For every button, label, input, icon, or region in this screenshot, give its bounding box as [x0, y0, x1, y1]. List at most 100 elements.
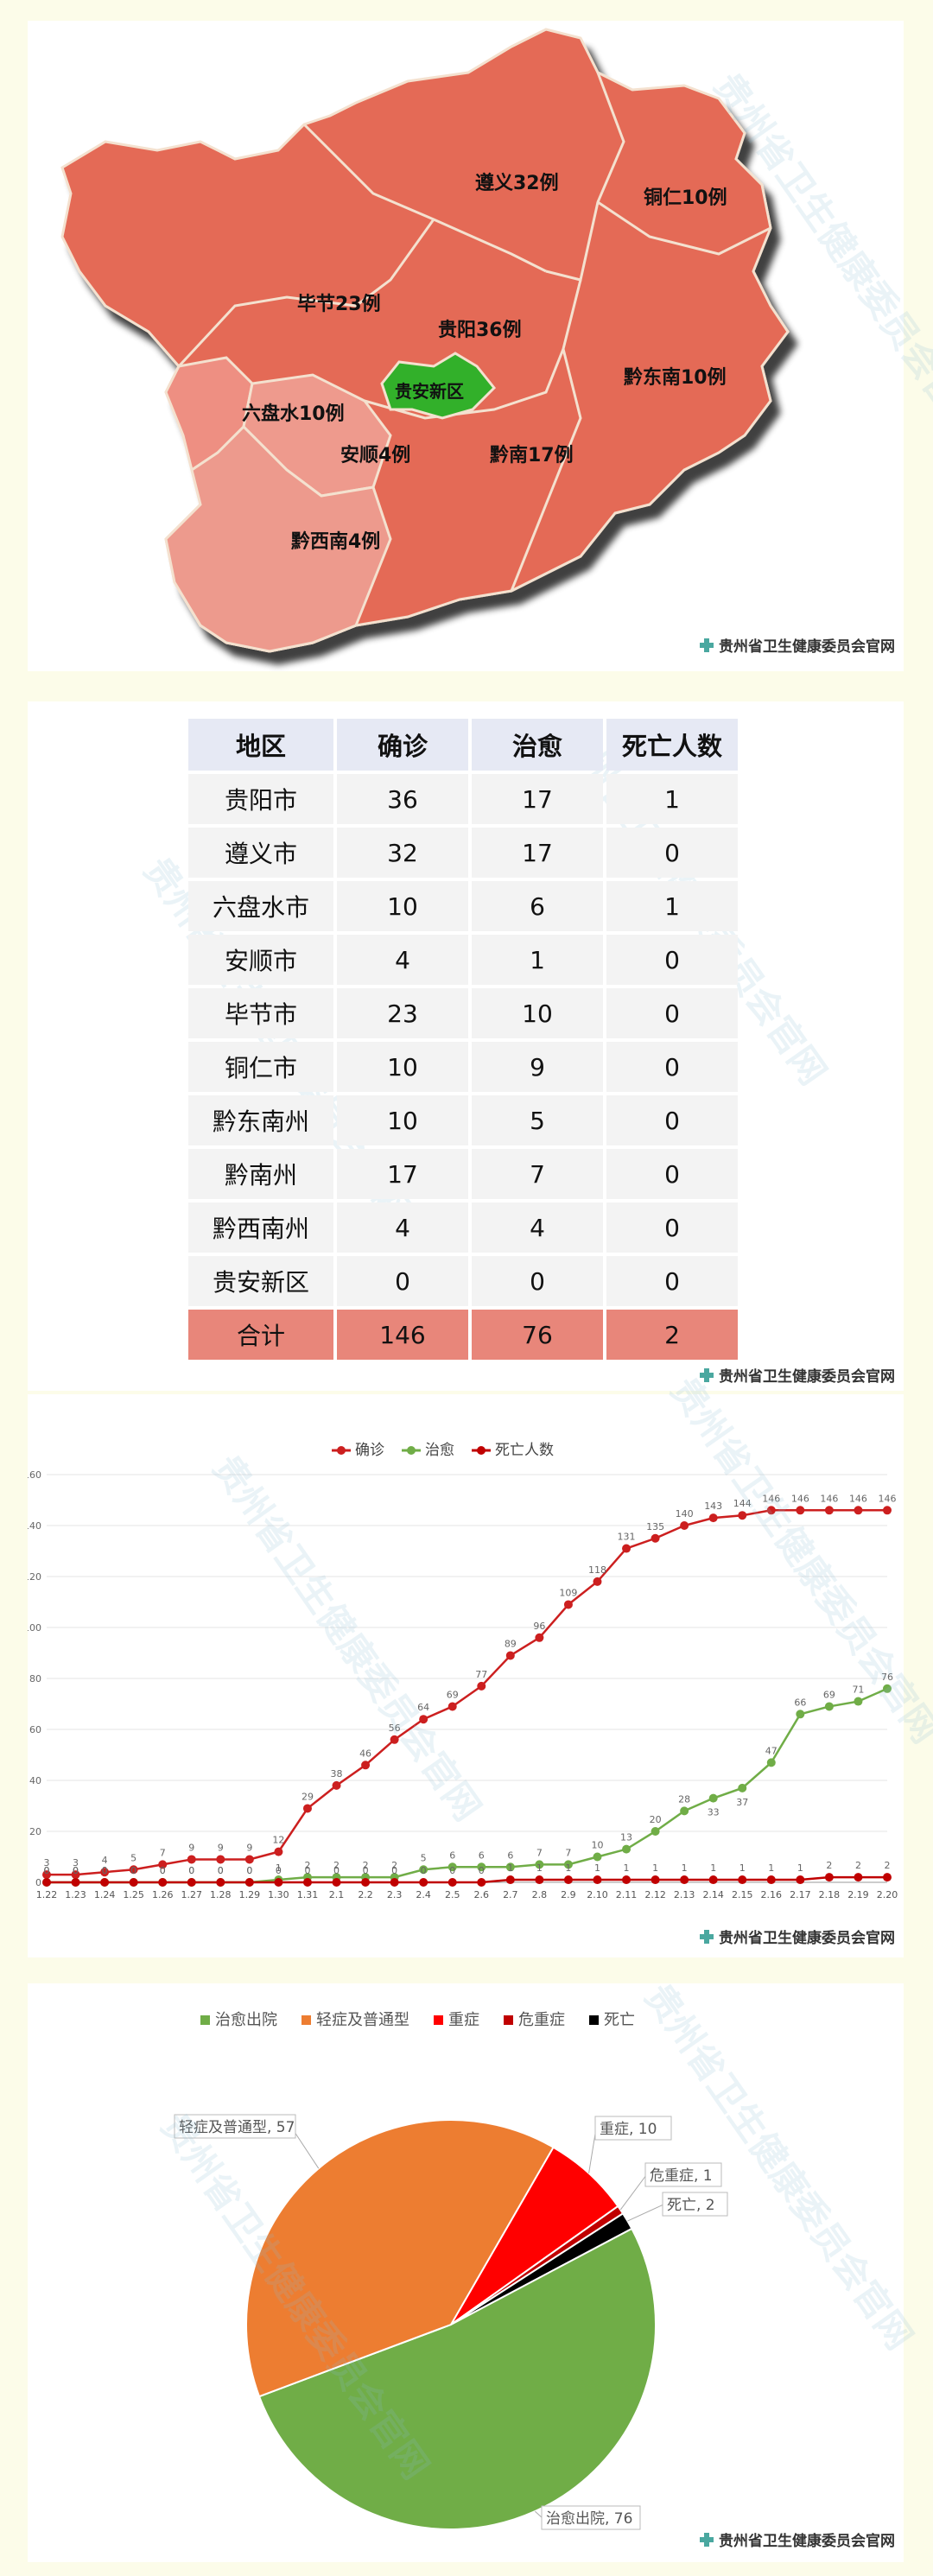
data-point [42, 1878, 51, 1887]
data-label: 0 [188, 1865, 194, 1876]
x-tick-label: 1.30 [268, 1889, 289, 1900]
x-tick-label: 2.17 [790, 1889, 811, 1900]
data-label: 0 [102, 1865, 108, 1876]
data-point [390, 1878, 399, 1887]
y-tick-label: 160 [28, 1469, 41, 1481]
data-label: 0 [449, 1865, 455, 1876]
x-tick-label: 1.22 [36, 1889, 58, 1900]
data-point [766, 1506, 776, 1515]
header-region: 地区 [188, 719, 333, 771]
credit-map: 贵州省卫生健康委员会官网 [700, 634, 895, 656]
cell-region: 黔西南州 [188, 1202, 333, 1253]
data-label: 0 [160, 1865, 166, 1876]
x-tick-label: 2.9 [561, 1889, 576, 1900]
data-point [302, 1878, 312, 1887]
x-tick-label: 2.3 [387, 1889, 403, 1900]
cell-region: 黔东南州 [188, 1095, 333, 1145]
data-label: 56 [389, 1723, 401, 1734]
cell-cured: 17 [472, 828, 603, 878]
data-label: 9 [246, 1842, 252, 1853]
x-tick-label: 2.14 [702, 1889, 724, 1900]
data-label: 64 [417, 1702, 429, 1713]
total-confirmed: 146 [337, 1310, 468, 1360]
data-point [71, 1870, 80, 1880]
legend-marker [337, 1446, 346, 1455]
cross-logo-icon [700, 2532, 714, 2547]
cell-deaths: 0 [606, 988, 738, 1038]
data-point [593, 1852, 602, 1862]
legend-label: 轻症及普通型 [316, 2011, 409, 2029]
x-tick-label: 2.11 [616, 1889, 638, 1900]
data-point [274, 1878, 283, 1887]
data-label: 77 [475, 1669, 487, 1680]
data-label: 7 [536, 1847, 543, 1858]
cell-deaths: 1 [606, 774, 738, 824]
data-point [477, 1878, 486, 1887]
data-label: 1 [710, 1862, 716, 1874]
data-label: 7 [565, 1847, 571, 1858]
data-label: 28 [678, 1793, 690, 1805]
data-point [71, 1878, 80, 1887]
table-row: 六盘水市 10 6 1 [188, 881, 738, 931]
legend-label: 确诊 [355, 1442, 384, 1459]
data-point [824, 1506, 834, 1515]
table-row: 贵安新区 0 0 0 [188, 1256, 738, 1306]
series-line [47, 1687, 888, 1884]
cell-deaths: 0 [606, 1042, 738, 1092]
data-point [766, 1875, 776, 1885]
data-label: 2 [304, 1860, 310, 1871]
data-label: 146 [791, 1493, 809, 1504]
slice-label: 治愈出院, 76 [546, 2510, 632, 2528]
x-tick-label: 1.23 [65, 1889, 86, 1900]
total-deaths: 2 [606, 1310, 738, 1360]
data-point [680, 1806, 689, 1816]
cell-deaths: 0 [606, 935, 738, 985]
data-label: 1 [276, 1862, 282, 1874]
y-tick-label: 60 [29, 1724, 41, 1735]
cell-cured: 6 [472, 881, 603, 931]
data-label: 5 [421, 1852, 427, 1863]
callout-box [644, 2162, 722, 2187]
data-label: 0 [130, 1865, 136, 1876]
data-label: 0 [44, 1865, 50, 1876]
slice-label: 危重症, 1 [650, 2167, 713, 2185]
data-point [883, 1684, 892, 1693]
data-point [708, 1513, 718, 1523]
x-tick-label: 1.27 [181, 1889, 203, 1900]
data-label: 1 [594, 1862, 600, 1874]
data-label: 13 [620, 1832, 632, 1843]
pie-slice [257, 2227, 657, 2530]
data-point [622, 1875, 632, 1885]
x-tick-label: 2.10 [587, 1889, 608, 1900]
total-cured: 76 [472, 1310, 603, 1360]
credit-line: 贵州省卫生健康委员会官网 [700, 1926, 895, 1947]
header-deaths: 死亡人数 [606, 719, 738, 771]
data-label: 0 [44, 1865, 50, 1876]
data-label: 146 [762, 1493, 780, 1504]
x-tick-label: 2.16 [761, 1889, 783, 1900]
data-point [563, 1860, 573, 1869]
data-label: 1 [652, 1862, 658, 1874]
data-point [477, 1681, 486, 1691]
data-point [651, 1533, 660, 1543]
data-point [535, 1875, 544, 1885]
data-point [622, 1844, 632, 1854]
callout-line [627, 2204, 664, 2222]
cell-confirmed: 4 [337, 1202, 468, 1253]
credit-pie: 贵州省卫生健康委员会官网 [700, 2528, 895, 2550]
x-tick-label: 2.12 [644, 1889, 666, 1900]
data-point [796, 1506, 805, 1515]
data-point [42, 1870, 51, 1880]
case-table: 地区 确诊 治愈 死亡人数 贵阳市 36 17 1 遵义市 32 17 0 六盘水市 10 6 1 安顺… [185, 715, 741, 1363]
legend-swatch [200, 2015, 210, 2025]
table-row: 铜仁市 10 9 0 [188, 1042, 738, 1092]
data-point [766, 1758, 776, 1767]
data-label: 37 [736, 1797, 748, 1808]
label-bijie: 毕节23例 [297, 294, 381, 315]
data-point [129, 1878, 138, 1887]
legend-label: 治愈出院 [215, 2011, 277, 2029]
label-guiyang: 贵阳36例 [438, 320, 522, 341]
data-point [883, 1873, 892, 1882]
cell-cured: 0 [472, 1256, 603, 1306]
data-label: 89 [505, 1638, 517, 1649]
